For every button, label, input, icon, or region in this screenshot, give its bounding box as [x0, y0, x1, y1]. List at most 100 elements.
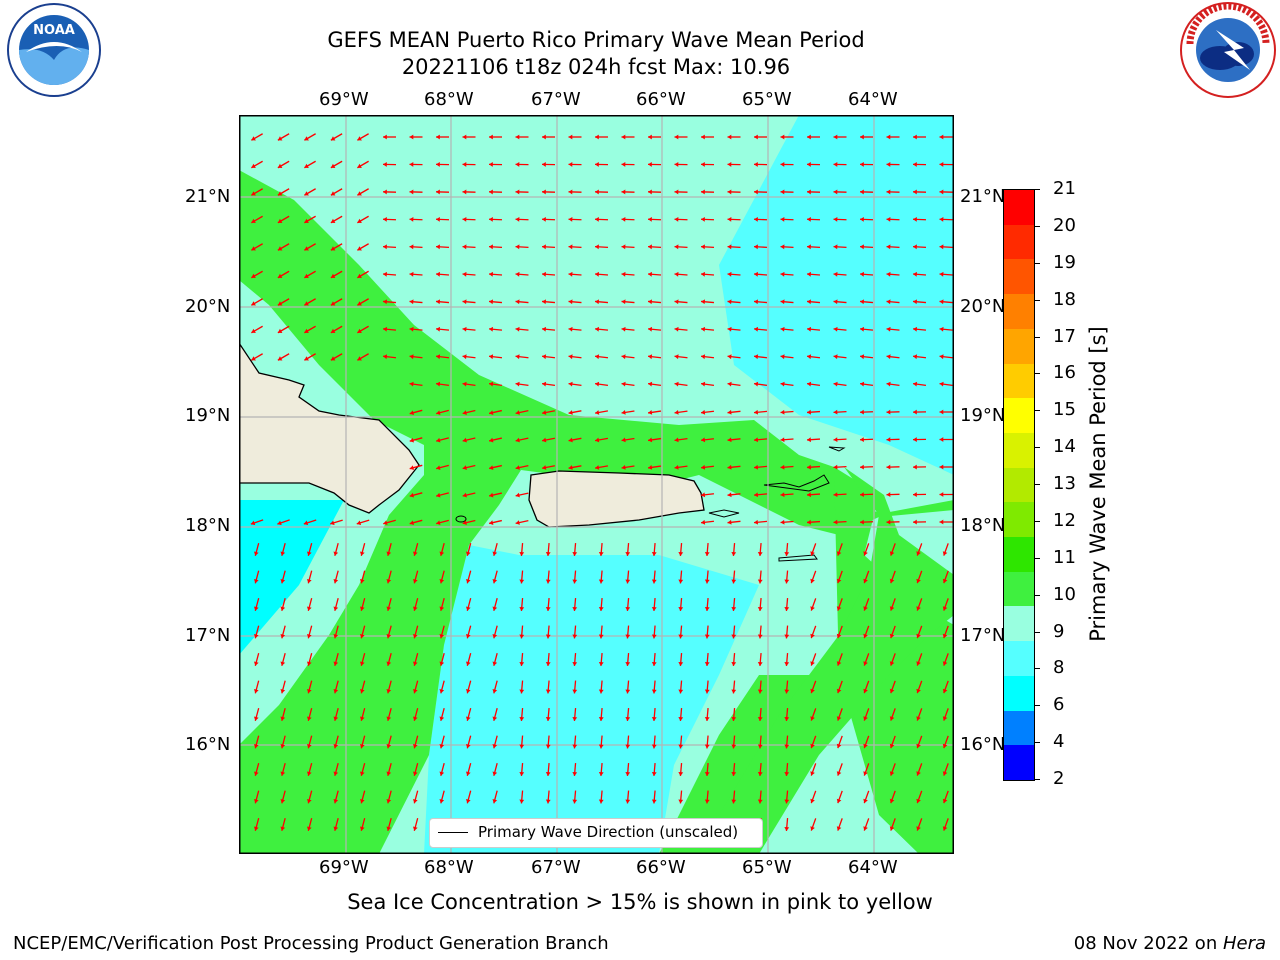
- wave-direction-arrow: [357, 215, 369, 224]
- wave-direction-arrow: [727, 244, 741, 250]
- wave-direction-arrow: [678, 652, 684, 667]
- wave-direction-arrow: [541, 162, 556, 167]
- colorbar-swatch: [1004, 745, 1034, 780]
- wave-direction-arrow: [784, 652, 790, 667]
- wave-direction-arrow: [330, 298, 343, 306]
- wave-direction-arrow: [647, 216, 662, 222]
- wave-direction-arrow: [253, 625, 260, 639]
- wave-direction-arrow: [806, 162, 821, 167]
- wave-direction-arrow: [621, 299, 635, 305]
- colorbar-swatch: [1004, 606, 1034, 642]
- wave-direction-arrow: [731, 735, 737, 749]
- lon-tick: 67°W: [531, 89, 581, 110]
- wave-direction-arrow: [465, 763, 472, 776]
- wave-direction-arrow: [359, 570, 366, 584]
- wave-direction-arrow: [488, 326, 503, 332]
- wave-direction-arrow: [545, 570, 551, 584]
- wave-direction-arrow: [704, 680, 710, 694]
- wave-direction-arrow: [333, 763, 339, 776]
- wave-direction-arrow: [306, 543, 313, 556]
- colorbar-tick-mark: [1034, 336, 1040, 338]
- wave-direction-arrow: [886, 409, 900, 415]
- wave-direction-arrow: [833, 271, 847, 277]
- colorbar-tick-label: 19: [1053, 251, 1076, 273]
- wave-direction-arrow: [784, 707, 790, 722]
- wave-direction-arrow: [515, 410, 529, 415]
- wave-direction-arrow: [541, 381, 556, 387]
- wave-direction-arrow: [488, 271, 503, 277]
- wave-direction-arrow: [700, 162, 715, 167]
- footer-date-text: 08 Nov 2022 on: [1073, 933, 1223, 954]
- lon-tick: 67°W: [531, 857, 581, 878]
- wave-direction-arrow: [753, 162, 768, 167]
- colorbar-tick-mark: [1034, 410, 1040, 412]
- lat-tick: 17°N: [185, 625, 231, 646]
- wave-direction-arrow: [598, 707, 604, 722]
- wave-direction-arrow: [462, 464, 476, 470]
- wave-direction-arrow: [541, 354, 556, 360]
- wave-direction-arrow: [886, 354, 900, 360]
- wave-direction-arrow: [515, 216, 529, 222]
- wave-direction-arrow: [939, 464, 953, 470]
- wave-direction-arrow: [753, 216, 768, 222]
- wave-direction-arrow: [280, 790, 286, 804]
- wave-direction-arrow: [700, 271, 715, 277]
- wave-direction-arrow: [462, 354, 476, 360]
- wave-direction-arrow: [886, 326, 900, 332]
- wave-direction-arrow: [488, 381, 503, 387]
- wave-direction-arrow: [572, 790, 578, 804]
- cyan-region-south: [424, 545, 759, 854]
- wave-direction-arrow: [757, 735, 763, 749]
- wave-direction-arrow: [435, 354, 450, 360]
- wave-direction-arrow: [621, 326, 635, 332]
- wave-direction-arrow: [515, 381, 529, 387]
- wave-direction-arrow: [439, 543, 445, 556]
- lat-tick: 20°N: [185, 296, 231, 317]
- wave-direction-arrow: [519, 790, 525, 804]
- wave-direction-arrow: [833, 354, 847, 360]
- wave-direction-arrow: [625, 597, 631, 612]
- wave-direction-arrow: [515, 162, 529, 167]
- wave-direction-arrow: [621, 381, 635, 387]
- wave-direction-arrow: [594, 244, 609, 250]
- wave-direction-arrow: [277, 325, 290, 334]
- wave-direction-arrow: [836, 598, 843, 611]
- wave-direction-arrow: [253, 680, 260, 694]
- wave-direction-arrow: [942, 680, 949, 694]
- wave-direction-arrow: [833, 216, 847, 222]
- wave-direction-arrow: [250, 519, 264, 526]
- wave-direction-arrow: [859, 162, 874, 167]
- wave-direction-arrow: [382, 189, 397, 195]
- wave-direction-arrow: [304, 188, 316, 196]
- wave-direction-arrow: [568, 437, 582, 443]
- wave-direction-arrow: [253, 570, 260, 584]
- wave-direction-arrow: [889, 708, 896, 721]
- wave-direction-arrow: [382, 162, 397, 167]
- wave-direction-arrow: [541, 465, 556, 470]
- wave-direction-arrow: [678, 762, 684, 777]
- wave-direction-arrow: [465, 708, 472, 721]
- wave-direction-arrow: [704, 707, 710, 722]
- footer-host: Hera: [1222, 933, 1266, 954]
- wave-direction-arrow: [757, 707, 763, 722]
- wave-direction-arrow: [357, 188, 369, 196]
- wave-direction-arrow: [545, 652, 551, 667]
- wave-direction-arrow: [572, 570, 578, 584]
- wave-direction-arrow: [731, 680, 737, 694]
- colorbar-tick-label: 17: [1053, 325, 1076, 347]
- wave-direction-arrow: [731, 597, 737, 612]
- wave-direction-arrow: [304, 325, 316, 334]
- wave-direction-arrow: [806, 299, 821, 305]
- wave-direction-arrow: [412, 763, 419, 776]
- wave-direction-arrow: [836, 735, 843, 749]
- wave-direction-arrow: [621, 162, 635, 167]
- wave-direction-arrow: [439, 735, 445, 749]
- wave-direction-arrow: [359, 598, 366, 611]
- wave-direction-arrow: [780, 381, 794, 387]
- wave-direction-arrow: [784, 735, 790, 749]
- wave-direction-arrow: [594, 216, 609, 222]
- colorbar-tick-mark: [1034, 484, 1040, 485]
- wave-direction-arrow: [621, 354, 635, 360]
- wave-direction-arrow: [488, 216, 503, 222]
- wave-direction-arrow: [727, 492, 741, 498]
